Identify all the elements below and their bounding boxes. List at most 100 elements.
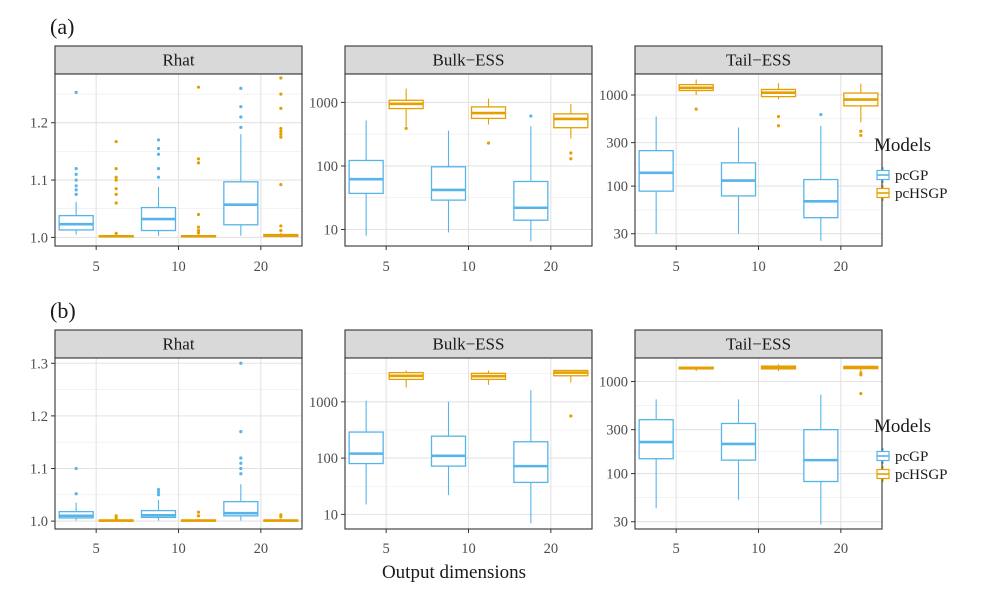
box-pchsgp-10	[470, 370, 507, 385]
outlier-point	[196, 212, 201, 217]
outlier-point	[859, 391, 863, 396]
box-pchsgp-5	[678, 366, 714, 372]
outlier-point	[404, 126, 408, 130]
box-iqr	[803, 178, 839, 219]
outlier-point	[156, 146, 161, 151]
outlier-point	[694, 107, 698, 111]
y-tick-label: 10	[324, 223, 339, 239]
outlier-point	[114, 514, 118, 518]
box-pchsgp-10	[180, 85, 217, 238]
box-iqr	[553, 113, 589, 129]
outlier-point	[74, 167, 78, 171]
outlier-point	[196, 85, 201, 89]
outlier-point	[196, 228, 201, 233]
facet-strip	[344, 45, 593, 75]
x-tick-label: 10	[461, 541, 476, 557]
x-tick-label: 5	[383, 541, 390, 557]
box-pchsgp-10	[470, 98, 507, 145]
legend-label-pcgp: pcGP	[895, 168, 928, 184]
outlier-point	[569, 157, 573, 161]
outlier-point	[569, 414, 573, 418]
outlier-point	[114, 178, 118, 182]
x-tick-label: 20	[254, 259, 269, 275]
box-pcgp-10	[430, 130, 467, 233]
outlier-point	[114, 201, 118, 205]
legend-b: Models pcGP pcHSGP	[874, 416, 948, 483]
legend-label-pchsgp: pcHSGP	[895, 186, 948, 202]
row-label-a: (a)	[50, 14, 74, 39]
panel-4: Rhat 1.0 1.1 1.2 1.3 5 10 20	[30, 329, 303, 557]
facet-title: Bulk−ESS	[433, 51, 505, 70]
legend-title: Models	[874, 135, 931, 156]
legend-label-pchsgp: pcHSGP	[895, 467, 948, 483]
y-tick-label: 1000	[309, 95, 338, 111]
outlier-point	[239, 456, 243, 460]
x-tick-label: 10	[751, 259, 766, 275]
legend-key-pchsgp	[876, 466, 890, 482]
outlier-point	[239, 461, 243, 465]
outlier-point	[486, 141, 491, 145]
y-tick-label: 1.1	[30, 173, 48, 189]
facet-strip	[634, 329, 883, 359]
outlier-point	[156, 138, 161, 142]
legend-key-pcgp	[876, 448, 890, 464]
outlier-point	[196, 225, 201, 229]
x-tick-label: 10	[461, 259, 476, 275]
box-pchsgp-20	[263, 513, 299, 522]
box-iqr	[720, 422, 757, 461]
box-pcgp-20	[803, 112, 839, 241]
outlier-point	[74, 184, 78, 188]
y-tick-label: 1000	[599, 375, 628, 391]
outlier-point	[114, 167, 118, 171]
row-label-b: (b)	[50, 298, 76, 323]
y-tick-label: 1.2	[30, 409, 48, 425]
outlier-point	[239, 430, 243, 434]
box-iqr	[348, 159, 384, 195]
y-tick-label: 30	[614, 227, 629, 243]
box-pcgp-20	[513, 390, 549, 524]
outlier-point	[114, 231, 118, 235]
box-pcgp-10	[720, 127, 757, 234]
y-tick-label: 1000	[599, 88, 628, 104]
outlier-point	[279, 129, 283, 133]
legend-label-pcgp: pcGP	[895, 449, 928, 465]
y-tick-label: 100	[606, 467, 628, 483]
outlier-point	[239, 125, 243, 129]
outlier-point	[156, 487, 161, 492]
outlier-point	[569, 151, 573, 155]
x-tick-label: 10	[171, 541, 186, 557]
box-pcgp-5	[348, 120, 384, 236]
box-pcgp-10	[430, 401, 467, 496]
facet-strip	[634, 45, 883, 75]
outlier-point	[114, 192, 118, 196]
outlier-point	[279, 132, 283, 136]
x-tick-label: 5	[93, 541, 100, 557]
outlier-point	[156, 175, 161, 179]
y-tick-label: 30	[614, 515, 629, 531]
facet-strip	[54, 329, 303, 359]
y-tick-label: 1.0	[30, 230, 48, 246]
outlier-point	[196, 510, 201, 514]
facet-title: Tail−ESS	[726, 335, 791, 354]
outlier-point	[279, 224, 283, 228]
box-pcgp-20	[223, 86, 259, 236]
outlier-point	[156, 490, 161, 494]
box-iqr	[803, 428, 839, 483]
outlier-point	[74, 192, 78, 196]
outlier-point	[74, 172, 78, 176]
facet-title: Rhat	[162, 51, 194, 70]
y-tick-label: 100	[316, 159, 338, 175]
box-iqr	[638, 419, 674, 460]
facet-title: Bulk−ESS	[433, 335, 505, 354]
outlier-point	[114, 187, 118, 191]
outlier-point	[279, 228, 283, 233]
box-pcgp-10	[720, 399, 757, 500]
outlier-point	[279, 513, 283, 517]
box-iqr	[58, 214, 94, 231]
box-iqr	[348, 431, 384, 465]
box-pchsgp-10	[760, 364, 797, 372]
x-tick-label: 10	[751, 541, 766, 557]
